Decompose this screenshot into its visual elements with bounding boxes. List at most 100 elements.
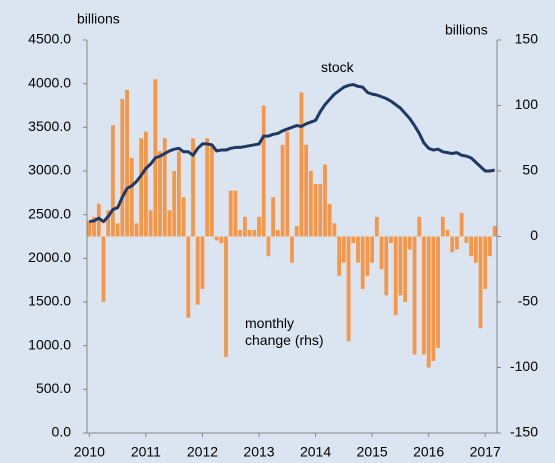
bar	[92, 216, 96, 237]
y2-tick-label: 150	[515, 31, 539, 47]
bar	[129, 157, 134, 237]
y-tick-label: 1500.0	[28, 293, 71, 309]
x-tick-label: 2016	[413, 444, 444, 460]
bar	[313, 184, 318, 237]
bar	[393, 236, 398, 316]
bar	[308, 171, 313, 237]
bar	[407, 236, 412, 250]
y-tick-label: 2500.0	[28, 205, 71, 221]
bar	[134, 223, 139, 237]
y2-tick-label: 0	[530, 227, 538, 243]
y-axis-label: billions	[77, 11, 120, 27]
bar	[271, 197, 276, 237]
bar	[191, 138, 195, 237]
bar	[483, 236, 488, 289]
bar	[422, 236, 426, 355]
bar	[440, 216, 445, 237]
bar	[242, 216, 247, 237]
bar	[473, 236, 478, 263]
bar	[224, 236, 228, 358]
bar	[488, 236, 492, 257]
x-tick-label: 2015	[357, 444, 388, 460]
bar	[351, 236, 356, 244]
bar	[455, 236, 459, 250]
bar	[167, 210, 172, 237]
bar	[148, 210, 153, 237]
y2-tick-label: 50	[522, 162, 538, 178]
bar	[111, 125, 115, 237]
bar	[214, 236, 219, 241]
y2-tick-label: 100	[515, 96, 539, 112]
bar	[125, 89, 129, 237]
bar	[360, 236, 365, 289]
bar	[144, 131, 148, 237]
series-label: stock	[321, 59, 354, 75]
bar	[195, 236, 200, 305]
bar	[294, 226, 299, 237]
y2-tick-label: -50	[518, 293, 538, 309]
bar	[252, 229, 257, 237]
bar	[464, 236, 469, 244]
bar	[162, 138, 167, 237]
series-label: monthly change (rhs)	[245, 315, 324, 348]
bar	[374, 216, 379, 237]
y-tick-label: 2000.0	[28, 249, 71, 265]
bar	[459, 212, 464, 237]
bar	[431, 236, 436, 361]
bar	[115, 223, 120, 237]
bar	[233, 190, 238, 237]
bar	[492, 226, 497, 237]
x-tick-label: 2017	[470, 444, 501, 460]
y-tick-label: 4000.0	[28, 74, 71, 90]
bar	[304, 144, 309, 237]
bar	[318, 184, 323, 237]
bar	[341, 236, 346, 263]
x-tick-label: 2010	[74, 444, 105, 460]
line	[89, 83, 495, 224]
bar	[426, 236, 431, 368]
bar	[412, 236, 417, 355]
bar	[158, 151, 162, 237]
bar	[257, 216, 261, 237]
bar	[346, 236, 351, 342]
bar	[285, 131, 290, 237]
bar	[186, 236, 191, 318]
x-tick-label: 2014	[300, 444, 331, 460]
bar	[266, 236, 271, 257]
bar	[200, 236, 205, 289]
bar	[417, 216, 422, 237]
bar	[398, 236, 403, 296]
x-tick-label: 2011	[131, 444, 161, 460]
y-tick-label: 4500.0	[28, 31, 71, 47]
bar	[332, 223, 337, 237]
bar	[327, 203, 332, 237]
bar	[365, 236, 370, 276]
bar	[120, 98, 125, 237]
bar	[106, 210, 111, 237]
bar	[370, 236, 374, 263]
bar	[389, 236, 393, 244]
bar	[205, 138, 210, 237]
bar	[247, 229, 252, 237]
bar	[436, 236, 440, 348]
bar	[181, 197, 186, 237]
y-tick-label: 500.0	[36, 380, 71, 396]
bar	[478, 236, 483, 329]
bar	[172, 171, 177, 237]
bar	[403, 236, 407, 302]
bar	[384, 236, 389, 296]
y2-tick-label: -150	[510, 424, 538, 440]
bar	[261, 105, 266, 237]
y-tick-label: 1000.0	[28, 336, 71, 352]
bar	[275, 229, 280, 237]
y-tick-label: 0.0	[52, 424, 72, 440]
bar	[177, 151, 181, 237]
bar	[219, 236, 224, 244]
bar	[299, 92, 304, 237]
bar	[323, 164, 327, 237]
y2-tick-label: -100	[510, 358, 538, 374]
bar	[96, 203, 101, 237]
bar	[445, 229, 450, 237]
